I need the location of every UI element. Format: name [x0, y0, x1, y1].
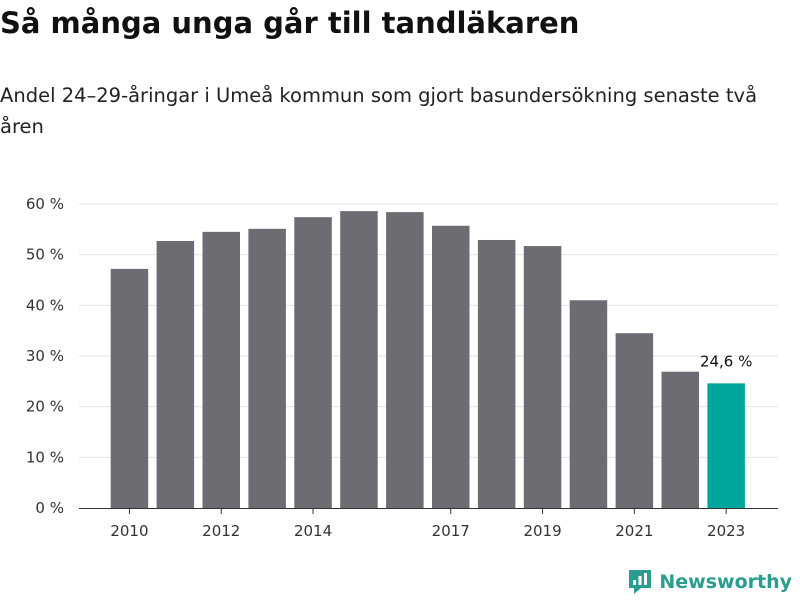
- data-labels: 24,6 %: [700, 352, 752, 370]
- bars: [110, 211, 745, 509]
- bar-2023: [707, 383, 745, 508]
- brand: Newsworthy: [627, 568, 792, 596]
- x-tick-label: 2023: [707, 522, 745, 540]
- x-tick-label: 2021: [615, 522, 653, 540]
- y-tick-label: 0 %: [35, 499, 64, 517]
- bar-2019: [523, 246, 562, 508]
- y-tick-label: 60 %: [26, 195, 64, 213]
- newsworthy-logo-icon: [629, 570, 652, 594]
- x-tick-label: 2010: [110, 522, 148, 540]
- x-tick-label: 2014: [294, 522, 332, 540]
- bar-2018: [477, 239, 516, 508]
- bar-2010: [110, 268, 149, 508]
- x-tick-label: 2017: [432, 522, 470, 540]
- chart-title: Så många unga går till tandläkaren: [0, 6, 580, 40]
- bar-2014: [294, 217, 332, 508]
- y-tick-label: 20 %: [26, 398, 64, 416]
- x-axis-ticks: 2010 2012 2014 2017 2019 2021 2023: [110, 508, 745, 540]
- x-tick-label: 2019: [523, 522, 561, 540]
- y-tick-label: 50 %: [26, 246, 64, 264]
- bar-2013: [248, 228, 286, 508]
- brand-name: Newsworthy: [659, 571, 792, 593]
- gridlines: [79, 203, 778, 509]
- data-label: 24,6 %: [700, 352, 752, 370]
- bar-2017: [432, 225, 470, 508]
- chart-subtitle: Andel 24–29-åringar i Umeå kommun som gj…: [0, 84, 758, 138]
- y-tick-label: 10 %: [26, 448, 64, 466]
- bar-2015: [340, 211, 378, 509]
- bar-2016: [386, 212, 424, 508]
- y-tick-label: 40 %: [26, 296, 64, 314]
- bar-2022: [661, 371, 699, 508]
- y-axis-ticks: 0 % 10 % 20 % 30 % 40 % 50 % 60 %: [26, 195, 64, 517]
- bar-2011: [156, 240, 195, 508]
- bar-2012: [202, 231, 240, 508]
- y-tick-label: 30 %: [26, 347, 64, 365]
- bar-2021: [615, 333, 654, 508]
- x-tick-label: 2012: [202, 522, 240, 540]
- bar-2020: [569, 300, 608, 508]
